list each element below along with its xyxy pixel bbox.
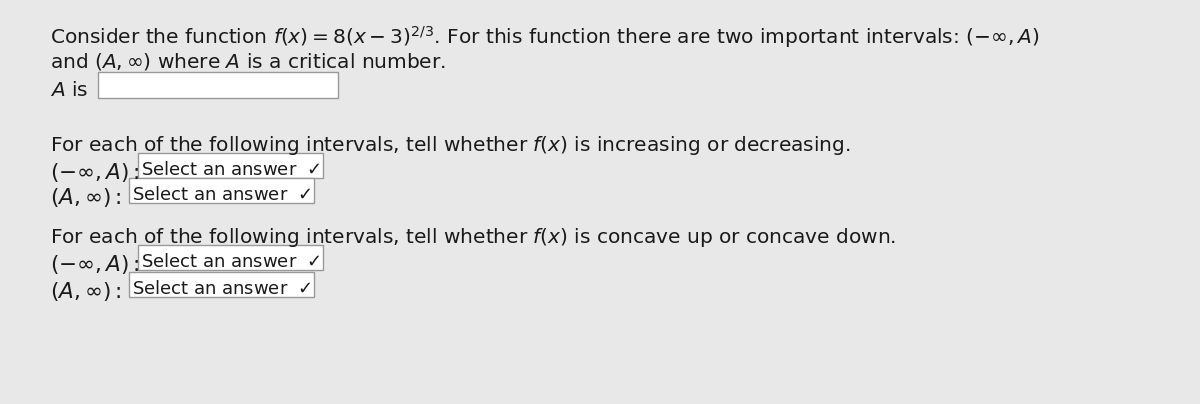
FancyBboxPatch shape	[130, 178, 314, 203]
FancyBboxPatch shape	[98, 72, 338, 98]
FancyBboxPatch shape	[138, 153, 323, 178]
Text: and $(A, \infty)$ where $A$ is a critical number.: and $(A, \infty)$ where $A$ is a critica…	[50, 51, 446, 72]
Text: Consider the function $f(x) = 8(x-3)^{2/3}$. For this function there are two imp: Consider the function $f(x) = 8(x-3)^{2/…	[50, 24, 1039, 50]
Text: Select an answer  $\checkmark$: Select an answer $\checkmark$	[132, 280, 312, 298]
Text: Select an answer  $\checkmark$: Select an answer $\checkmark$	[142, 161, 320, 179]
Text: $(-\infty, A):$: $(-\infty, A):$	[50, 161, 139, 184]
Text: $A$ is: $A$ is	[50, 81, 89, 100]
Text: $(A, \infty):$: $(A, \infty):$	[50, 280, 121, 303]
Text: Select an answer  $\checkmark$: Select an answer $\checkmark$	[142, 253, 320, 271]
Text: For each of the following intervals, tell whether $f(x)$ is increasing or decrea: For each of the following intervals, tel…	[50, 134, 851, 157]
FancyBboxPatch shape	[138, 245, 323, 270]
FancyBboxPatch shape	[130, 272, 314, 297]
Text: $(-\infty, A):$: $(-\infty, A):$	[50, 253, 139, 276]
Text: For each of the following intervals, tell whether $f(x)$ is concave up or concav: For each of the following intervals, tel…	[50, 226, 896, 249]
Text: Select an answer  $\checkmark$: Select an answer $\checkmark$	[132, 186, 312, 204]
Text: $(A, \infty):$: $(A, \infty):$	[50, 186, 121, 209]
